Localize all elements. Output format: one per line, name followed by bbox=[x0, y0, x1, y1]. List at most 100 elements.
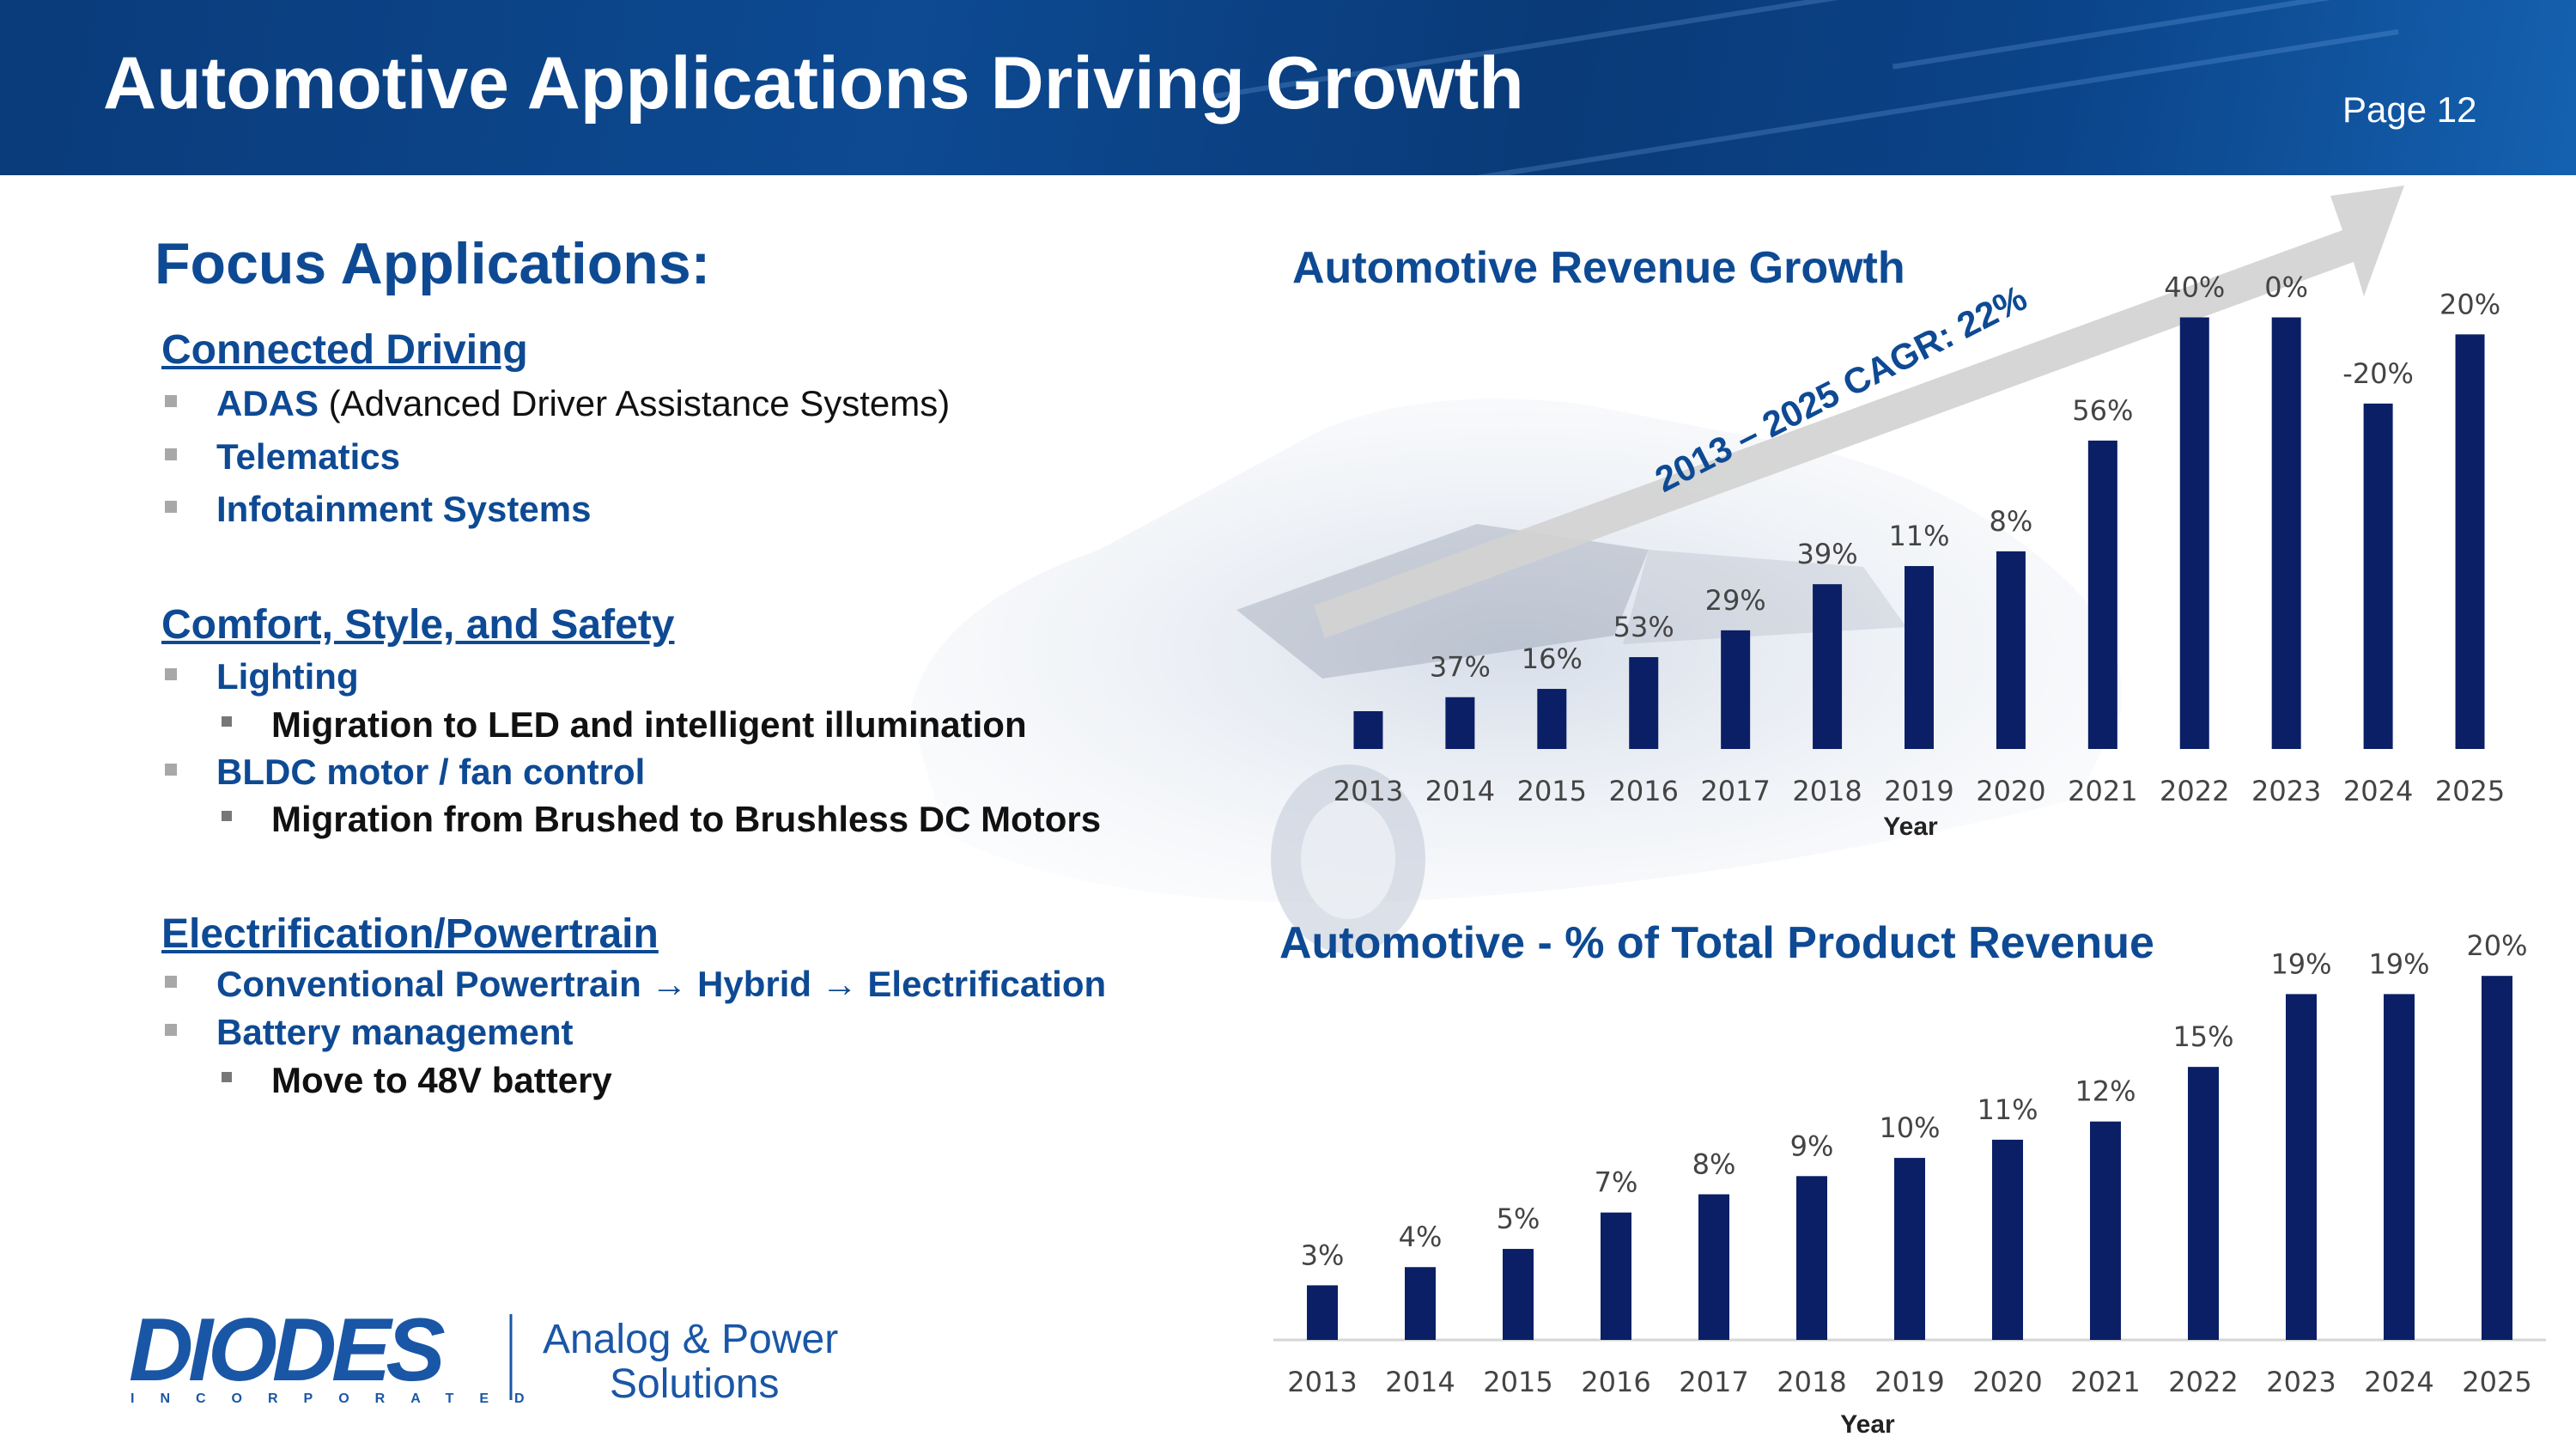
bar-2013 bbox=[1353, 711, 1383, 749]
data-label: 8% bbox=[1692, 1148, 1736, 1180]
x-tick-label: 2018 bbox=[1777, 1366, 1846, 1398]
bullet-icon bbox=[222, 716, 232, 727]
data-label: 40% bbox=[2164, 271, 2225, 304]
bullet-icon bbox=[222, 1072, 232, 1082]
x-tick-label: 2015 bbox=[1483, 1366, 1552, 1398]
bar-2021 bbox=[2090, 1121, 2121, 1340]
bullet-icon bbox=[165, 1024, 177, 1036]
data-label: 4% bbox=[1399, 1221, 1443, 1253]
bar-2018 bbox=[1813, 584, 1843, 749]
data-label: 20% bbox=[2466, 929, 2527, 962]
x-tick-label: 2018 bbox=[1792, 775, 1862, 807]
x-tick-label: 2025 bbox=[2462, 1366, 2531, 1398]
x-tick-label: 2013 bbox=[1334, 775, 1403, 807]
x-tick-label: 2024 bbox=[2364, 1366, 2433, 1398]
data-label: 5% bbox=[1497, 1202, 1540, 1235]
header-banner: Automotive Applications Driving Growth P… bbox=[0, 0, 2576, 175]
x-tick-label: 2022 bbox=[2160, 775, 2229, 807]
x-tick-label: 2015 bbox=[1517, 775, 1587, 807]
bar-2025 bbox=[2482, 976, 2512, 1340]
data-label: 15% bbox=[2172, 1020, 2233, 1053]
x-tick-label: 2025 bbox=[2435, 775, 2505, 807]
logo-tagline-1: Analog & Power bbox=[543, 1317, 838, 1362]
x-tick-label: 2016 bbox=[1609, 775, 1679, 807]
section-comfort-style-safety: Comfort, Style, and Safety bbox=[161, 602, 675, 648]
bullet-icon bbox=[165, 501, 177, 513]
logo-tagline-2: Solutions bbox=[610, 1361, 779, 1404]
bar-2023 bbox=[2286, 994, 2317, 1340]
data-label: 29% bbox=[1705, 584, 1766, 617]
x-tick-label: 2016 bbox=[1581, 1366, 1650, 1398]
x-tick-label: 2021 bbox=[2070, 1366, 2140, 1398]
x-tick-label: 2017 bbox=[1679, 1366, 1748, 1398]
x-tick-label: 2019 bbox=[1884, 775, 1953, 807]
bar-2015 bbox=[1537, 689, 1567, 749]
x-tick-label: 2019 bbox=[1874, 1366, 1944, 1398]
data-label: 8% bbox=[1990, 505, 2033, 538]
bar-2014 bbox=[1445, 697, 1475, 749]
list-item-powertrain: Conventional Powertrain → Hybrid → Elect… bbox=[165, 964, 1106, 1005]
list-item-infotainment: Infotainment Systems bbox=[165, 489, 591, 530]
data-label: 11% bbox=[1888, 520, 1949, 552]
data-label: 19% bbox=[2368, 947, 2429, 980]
bar-2017 bbox=[1698, 1194, 1729, 1340]
bar-2022 bbox=[2179, 317, 2209, 749]
section-electrification: Electrification/Powertrain bbox=[161, 911, 659, 957]
section-connected-driving: Connected Driving bbox=[161, 327, 528, 373]
data-label: 0% bbox=[2264, 271, 2308, 304]
focus-heading: Focus Applications: bbox=[155, 231, 711, 296]
bar-2022 bbox=[2188, 1067, 2219, 1340]
diodes-logo: DIODES INCORPORATED Analog & Power Solut… bbox=[129, 1310, 838, 1404]
bullet-icon bbox=[222, 811, 232, 821]
bullet-icon bbox=[165, 448, 177, 460]
page-number: Page 12 bbox=[2342, 89, 2477, 130]
list-item-adas: ADAS (Advanced Driver Assistance Systems… bbox=[165, 383, 950, 424]
data-label: 9% bbox=[1790, 1129, 1834, 1162]
bar-2025 bbox=[2455, 334, 2485, 749]
x-tick-label: 2022 bbox=[2168, 1366, 2238, 1398]
x-tick-label: 2023 bbox=[2266, 1366, 2336, 1398]
bar-2017 bbox=[1721, 630, 1751, 749]
bar-2013 bbox=[1307, 1285, 1338, 1340]
data-label: -20% bbox=[2342, 357, 2414, 390]
data-label: 16% bbox=[1522, 642, 1583, 675]
x-axis-title: Year bbox=[1883, 813, 1938, 841]
chart-title-revenue-growth: Automotive Revenue Growth bbox=[1292, 243, 1905, 293]
data-label: 3% bbox=[1301, 1239, 1345, 1271]
x-tick-label: 2013 bbox=[1287, 1366, 1357, 1398]
x-tick-label: 2020 bbox=[1972, 1366, 2042, 1398]
bar-2020 bbox=[1996, 551, 2026, 749]
list-subitem-brushless: Migration from Brushed to Brushless DC M… bbox=[222, 799, 1101, 840]
x-tick-label: 2024 bbox=[2343, 775, 2413, 807]
list-subitem-48v: Move to 48V battery bbox=[222, 1060, 612, 1101]
slide-title: Automotive Applications Driving Growth bbox=[103, 42, 1524, 125]
car-background-image bbox=[910, 399, 2123, 953]
data-label: 19% bbox=[2270, 947, 2331, 980]
bullet-icon bbox=[165, 976, 177, 988]
bullet-icon bbox=[165, 764, 177, 776]
x-tick-label: 2014 bbox=[1425, 775, 1495, 807]
logo-sub: INCORPORATED bbox=[131, 1391, 550, 1404]
data-label: 11% bbox=[1977, 1093, 2038, 1126]
data-label: 56% bbox=[2072, 394, 2133, 427]
bar-2016 bbox=[1629, 657, 1659, 749]
x-tick-label: 2014 bbox=[1385, 1366, 1455, 1398]
x-tick-label: 2021 bbox=[2068, 775, 2137, 807]
bar-2023 bbox=[2271, 317, 2301, 749]
logo-brand: DIODES bbox=[129, 1310, 445, 1400]
data-label: 10% bbox=[1879, 1111, 1940, 1144]
data-label: 39% bbox=[1797, 538, 1858, 570]
bar-2019 bbox=[1894, 1158, 1925, 1340]
list-item-bldc: BLDC motor / fan control bbox=[165, 752, 645, 793]
bar-2016 bbox=[1601, 1212, 1631, 1340]
bar-2015 bbox=[1503, 1249, 1534, 1340]
data-label: 37% bbox=[1430, 651, 1491, 684]
bar-2014 bbox=[1405, 1267, 1436, 1340]
x-tick-label: 2020 bbox=[1976, 775, 2045, 807]
data-label: 53% bbox=[1613, 611, 1674, 643]
list-item-lighting: Lighting bbox=[165, 656, 359, 697]
data-label: 20% bbox=[2439, 288, 2500, 320]
